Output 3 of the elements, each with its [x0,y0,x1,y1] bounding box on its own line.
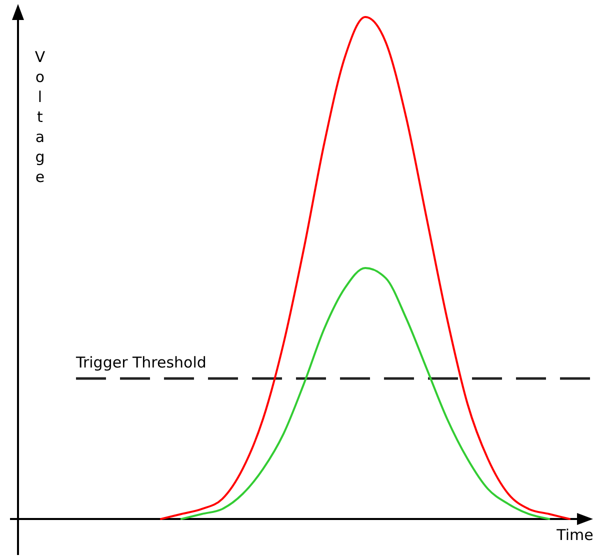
x-axis-title: Time [556,526,594,544]
ref-line-label: Trigger Threshold [75,353,206,372]
y-axis-title: Voltage [34,48,46,186]
